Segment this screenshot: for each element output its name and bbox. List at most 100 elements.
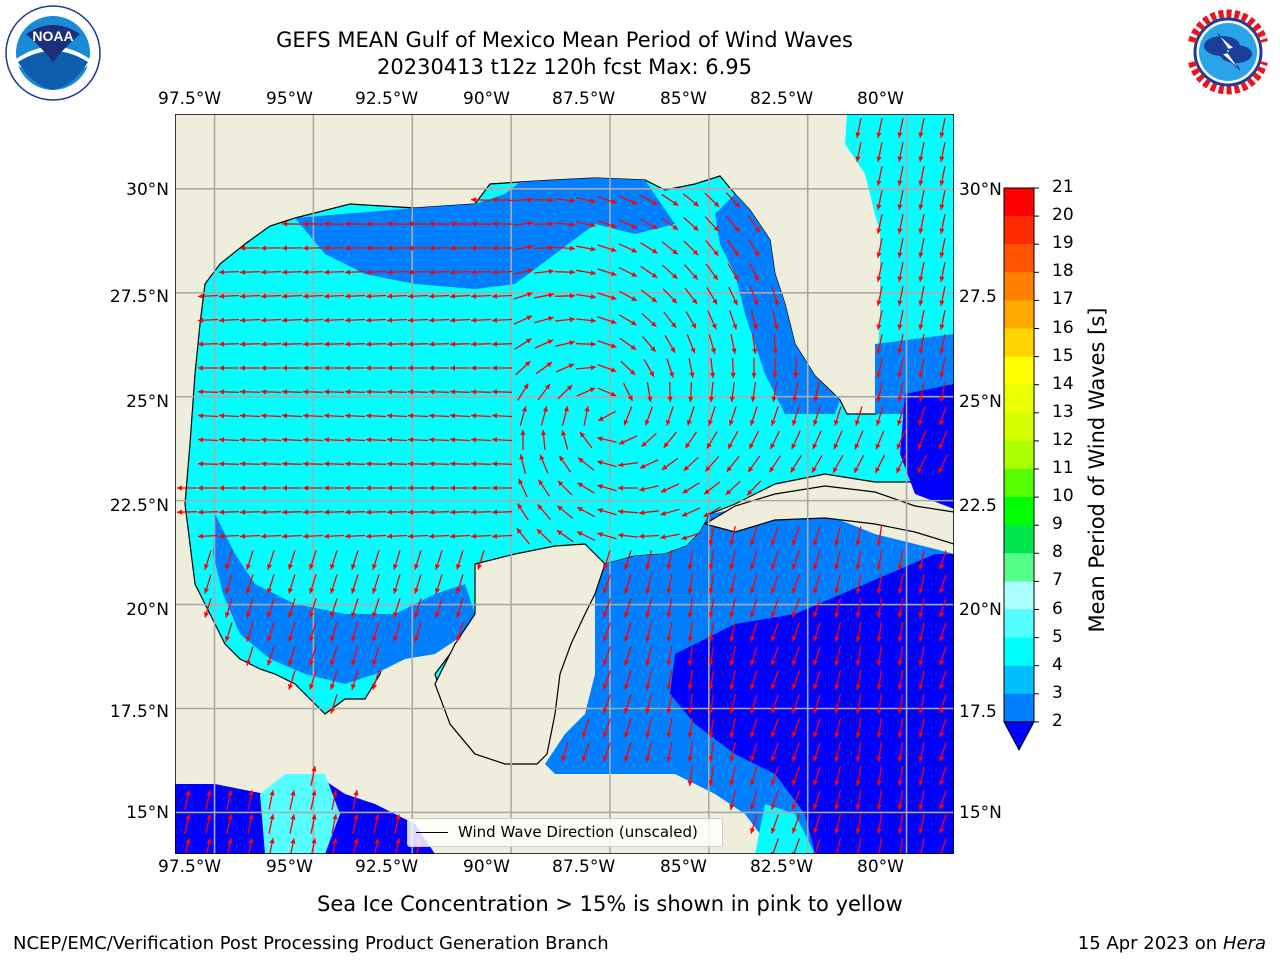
wind-wave-arrowhead-352	[198, 461, 204, 467]
wind-wave-arrowhead-308	[792, 420, 797, 426]
wind-wave-arrowhead-585	[770, 635, 776, 642]
wind-wave-arrowhead-138	[651, 297, 657, 303]
wind-wave-arrowhead-119	[240, 293, 246, 299]
atlantic-water	[845, 114, 954, 404]
wind-wave-arrowhead-353	[219, 461, 225, 467]
wind-wave-arrowhead-261	[523, 383, 529, 390]
wind-wave-arrowhead-143	[753, 299, 759, 306]
wind-wave-arrowhead-274	[792, 396, 798, 402]
wind-wave-arrowhead-178	[897, 324, 903, 330]
colorbar-tick-10: 11	[1052, 458, 1074, 478]
wind-wave-arrowhead-690	[855, 756, 861, 762]
wind-wave-arrowhead-207	[752, 348, 758, 354]
wind-wave-arrowhead-136	[610, 295, 617, 300]
wind-wave-arrowhead-594	[246, 660, 251, 666]
wind-wave-arrowhead-536	[204, 612, 209, 618]
wind-wave-arrowhead-426	[387, 509, 393, 515]
colorbar-tick-11: 10	[1052, 486, 1074, 507]
wind-wave-arrowhead-713	[269, 790, 275, 796]
wind-wave-arrowhead-579	[645, 636, 651, 642]
wind-wave-arrowhead-742	[791, 827, 797, 834]
wind-wave-arrowhead-657	[939, 708, 944, 714]
wind-wave-arrowhead-275	[813, 396, 819, 402]
wind-wave-arrowhead-600	[372, 660, 377, 666]
wind-wave-arrowhead-182	[219, 341, 225, 347]
wind-wave-arrowhead-115	[918, 276, 924, 282]
wind-wave-arrowhead-0	[855, 132, 861, 138]
wind-wave-arrowhead-145	[876, 300, 882, 306]
lat-tick-right-2: 25°N	[959, 392, 1002, 412]
wind-wave-arrowhead-259	[471, 389, 477, 395]
wind-wave-arrowhead-226	[471, 365, 476, 371]
wind-wave-arrowhead-19	[590, 198, 596, 204]
wind-wave-arrowhead-388	[177, 485, 182, 491]
wind-wave-arrowhead-325	[387, 437, 393, 443]
wind-wave-arrowhead-257	[429, 389, 435, 395]
colorbar-segment-16	[1004, 637, 1034, 667]
wind-wave-arrowhead-283	[261, 413, 267, 419]
wind-wave-arrowhead-685	[750, 756, 755, 762]
lon-tick-top-2: 92.5°W	[355, 89, 419, 109]
wind-wave-arrowhead-688	[813, 756, 818, 762]
wind-wave-arrowhead-331	[520, 430, 526, 435]
gulf-shelf-north	[295, 178, 675, 289]
wind-wave-arrowhead-568	[267, 636, 272, 642]
wind-wave-arrowhead-57	[939, 228, 945, 234]
wind-wave-arrowhead-373	[639, 463, 646, 469]
wind-wave-arrowhead-312	[876, 420, 881, 426]
wind-wave-arrowhead-479	[288, 564, 293, 570]
wind-wave-arrowhead-1	[876, 132, 882, 138]
wind-wave-arrowhead-6	[876, 156, 882, 162]
wind-wave-arrowhead-443	[219, 533, 225, 539]
wind-wave-arrowhead-64	[366, 245, 371, 251]
colorbar-segment-3	[1004, 272, 1034, 301]
wind-wave-arrowhead-227	[492, 365, 497, 371]
wind-wave-arrowhead-497	[770, 563, 776, 570]
colorbar-tick-5: 16	[1052, 317, 1074, 338]
wind-wave-arrowhead-12	[918, 180, 924, 186]
wind-wave-arrowhead-679	[624, 756, 629, 762]
wind-wave-arrowhead-166	[569, 316, 575, 323]
wind-wave-arrowhead-196	[525, 338, 532, 344]
wind-wave-arrowhead-220	[345, 365, 350, 371]
lon-tick-bottom-4: 87.5°W	[552, 857, 616, 877]
wind-wave-arrowhead-519	[602, 587, 608, 594]
wind-wave-arrowhead-733	[269, 814, 275, 820]
wind-wave-arrowhead-229	[546, 362, 553, 368]
wind-wave-arrowhead-438	[639, 510, 645, 516]
wind-wave-arrowhead-270	[708, 396, 715, 402]
wind-wave-arrowhead-224	[429, 365, 434, 371]
wind-wave-arrowhead-285	[303, 413, 309, 419]
wind-wave-arrowhead-241	[793, 372, 799, 378]
wind-wave-arrowhead-211	[918, 348, 924, 354]
wind-wave-arrowhead-744	[834, 828, 840, 834]
wind-wave-arrowhead-569	[288, 636, 293, 642]
wind-wave-arrowhead-42	[527, 220, 533, 226]
wind-wave-arrowhead-359	[345, 461, 351, 467]
wind-wave-arrowhead-512	[330, 588, 335, 594]
wind-wave-arrowhead-488	[477, 564, 482, 570]
wind-wave-arrowhead-727	[918, 804, 924, 810]
wind-wave-arrowhead-509	[267, 588, 272, 594]
wind-wave-arrowhead-478	[267, 564, 272, 570]
wind-wave-arrowhead-30	[939, 204, 945, 210]
wind-wave-arrowhead-195	[492, 341, 498, 347]
wind-wave-arrowhead-349	[896, 443, 902, 450]
wind-wave-arrowhead-326	[408, 437, 414, 443]
lat-tick-left-6: 15°N	[126, 803, 169, 823]
wind-wave-arrowhead-393	[282, 485, 287, 491]
wind-wave-arrowhead-301	[644, 419, 650, 426]
wind-wave-arrowhead-390	[219, 485, 224, 491]
wind-wave-arrowhead-580	[666, 636, 672, 642]
wind-wave-arrowhead-551	[645, 612, 651, 618]
wind-wave-arrowhead-667	[770, 731, 776, 738]
wind-wave-arrowhead-623	[602, 683, 608, 690]
wind-wave-arrowhead-169	[631, 320, 637, 326]
wind-wave-arrowhead-167	[590, 317, 596, 324]
wind-wave-arrowhead-280	[198, 413, 204, 419]
wind-wave-arrowhead-752	[227, 838, 233, 844]
wind-wave-arrowhead-601	[602, 659, 608, 666]
wind-wave-arrowhead-738	[374, 814, 380, 820]
wind-wave-arrowhead-66	[408, 245, 413, 251]
wind-wave-arrowhead-423	[324, 509, 330, 515]
